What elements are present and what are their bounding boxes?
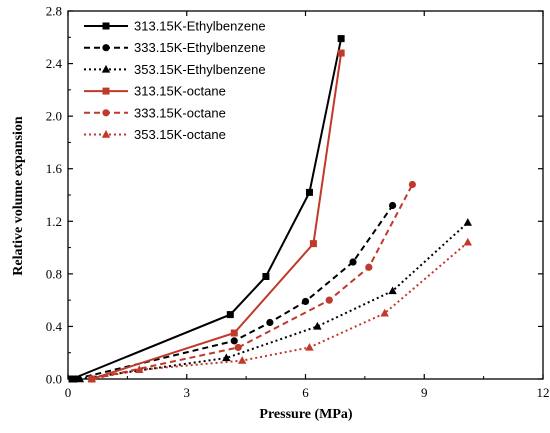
data-point <box>222 353 231 362</box>
x-tick-label: 9 <box>421 385 428 400</box>
data-point <box>349 258 357 266</box>
data-point <box>325 296 333 304</box>
y-axis-title: Relative volume expansion <box>11 116 26 276</box>
x-tick-label: 0 <box>65 385 72 400</box>
legend-label: 333.15K-octane <box>134 105 226 120</box>
series-line <box>79 221 469 380</box>
data-point <box>388 201 397 210</box>
data-point <box>68 375 76 383</box>
y-tick-label: 0.4 <box>46 319 63 334</box>
y-tick-label: 1.6 <box>46 161 63 176</box>
legend: 313.15K-Ethylbenzene 333.15K-Ethylbenzene… <box>84 19 266 142</box>
series-line <box>91 184 414 380</box>
data-point <box>237 356 247 364</box>
data-point <box>87 374 96 383</box>
legend-label: 353.15K-octane <box>134 127 226 142</box>
series <box>68 35 345 383</box>
data-point <box>337 35 345 43</box>
series-layer <box>68 35 472 383</box>
legend-label: 353.15K-Ethylbenzene <box>134 62 266 77</box>
data-point <box>463 237 472 246</box>
legend-label: 333.15K-Ethylbenzene <box>134 40 266 55</box>
data-point <box>337 49 345 57</box>
legend-label: 313.15K-Ethylbenzene <box>134 19 266 34</box>
axes: 0 3 6 9 12 0.0 0.4 0.8 1.2 1.6 2.0 2.4 2.8 <box>46 4 550 401</box>
legend-swatch-marker <box>101 130 111 138</box>
data-point <box>313 321 322 330</box>
y-tick-label: 1.2 <box>46 214 62 229</box>
data-point <box>463 218 472 226</box>
data-point <box>388 286 397 295</box>
data-point <box>305 342 314 351</box>
series <box>88 49 345 383</box>
data-point <box>266 318 274 327</box>
legend-swatch-marker <box>102 44 110 52</box>
y-tick-label: 2.0 <box>46 109 62 124</box>
data-point <box>135 365 144 373</box>
y-tick-label: 2.8 <box>46 4 62 19</box>
legend-swatch-marker <box>102 22 110 30</box>
x-tick-label: 6 <box>302 385 309 400</box>
x-tick-label: 3 <box>184 385 191 400</box>
x-tick-label: 12 <box>537 385 550 400</box>
data-point <box>408 180 416 189</box>
series-line <box>91 241 469 380</box>
data-point <box>75 374 85 383</box>
series-line <box>75 204 394 380</box>
data-point <box>301 297 310 306</box>
series <box>72 201 397 383</box>
data-point <box>305 188 313 196</box>
y-tick-label: 2.4 <box>46 56 63 71</box>
legend-swatch-marker <box>102 109 110 117</box>
y-tick-label: 0.8 <box>46 266 62 281</box>
series-line <box>91 52 343 380</box>
data-point <box>226 311 234 319</box>
data-point <box>365 263 373 271</box>
data-point <box>309 240 317 248</box>
legend-swatch-marker <box>101 64 111 73</box>
data-point <box>234 343 242 352</box>
data-point <box>262 272 270 280</box>
legend-swatch-marker <box>102 87 110 95</box>
data-point <box>380 308 389 317</box>
series <box>75 218 472 383</box>
data-point <box>230 329 238 337</box>
x-axis-title: Pressure (MPa) <box>259 407 353 422</box>
series <box>87 237 472 383</box>
data-point <box>230 337 238 345</box>
y-tick-label: 0.0 <box>46 372 62 387</box>
legend-label: 313.15K-octane <box>134 84 226 99</box>
series <box>88 180 416 383</box>
